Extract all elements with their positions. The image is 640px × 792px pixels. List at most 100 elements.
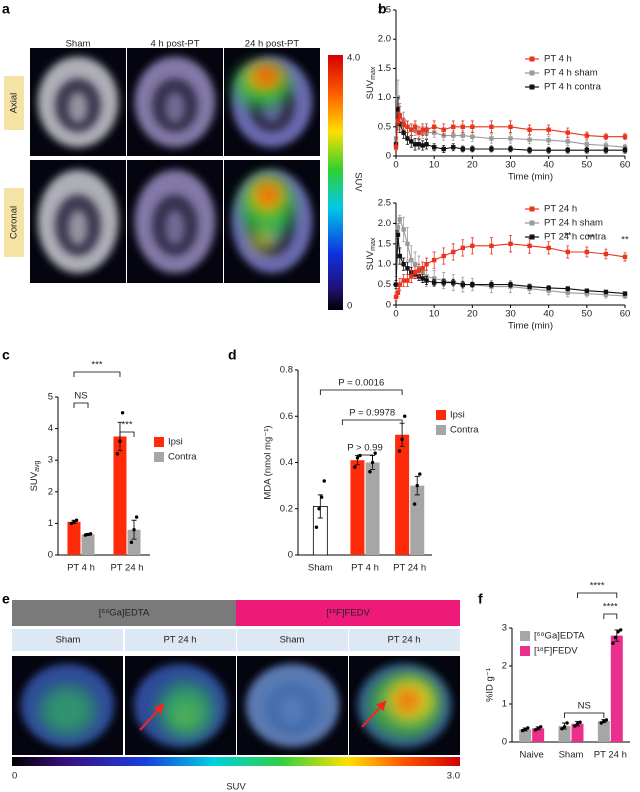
annotation: P = 0.9978 [349, 408, 395, 419]
marker [409, 257, 414, 263]
marker [622, 291, 628, 296]
marker [603, 143, 609, 148]
data-point [533, 728, 538, 732]
marker [395, 225, 401, 230]
legend-label: PT 24 h [544, 204, 577, 215]
marker [405, 241, 410, 246]
marker [431, 145, 437, 150]
legend-marker [529, 84, 535, 90]
brain-image [30, 160, 126, 283]
marker [401, 121, 406, 127]
x-axis-label: Time (min) [508, 321, 553, 332]
marker [565, 286, 570, 291]
data-point [613, 635, 618, 640]
colorbar [12, 757, 460, 766]
data-point [69, 521, 74, 526]
bracket [73, 371, 121, 377]
panel-label: f [478, 591, 483, 607]
y-axis-label: SUVmax [365, 237, 377, 270]
data-point [616, 630, 620, 634]
heat-blob [39, 685, 96, 736]
data-point [599, 721, 603, 725]
colorbar [328, 55, 343, 310]
marker [460, 133, 465, 138]
x-tick-label: 20 [467, 309, 478, 320]
marker [470, 282, 475, 287]
marker [401, 278, 406, 283]
marker [622, 254, 628, 260]
marker [401, 227, 406, 232]
data-point [353, 465, 357, 469]
marker [460, 245, 465, 251]
annotation: *** [91, 360, 102, 371]
marker [405, 266, 410, 271]
legend-swatch [154, 452, 164, 462]
arrow [139, 703, 165, 731]
marker [508, 282, 513, 287]
marker [508, 136, 513, 141]
legend-swatch [520, 646, 530, 656]
marker [420, 127, 425, 132]
marker [431, 276, 437, 281]
marker [489, 136, 494, 141]
marker [420, 266, 425, 271]
data-point [132, 528, 136, 532]
tracer-label: [⁶⁸Ga]EDTA [99, 608, 150, 619]
colorbar-min: 0 [347, 301, 352, 312]
column-header: Sham [56, 635, 81, 646]
x-tick-label: PT 4 h [67, 563, 95, 574]
brain-image [12, 656, 123, 755]
marker [395, 232, 401, 238]
data-point [619, 628, 623, 632]
x-tick-label: 30 [505, 160, 516, 171]
marker [546, 285, 551, 291]
bar [127, 529, 141, 555]
marker [451, 145, 456, 150]
data-point [403, 414, 407, 418]
column-header: Sham [66, 39, 91, 50]
marker [405, 278, 410, 283]
column-header: PT 24 h [163, 635, 196, 646]
marker [584, 291, 590, 296]
marker [420, 143, 425, 148]
x-tick-label: PT 24 h [594, 750, 627, 761]
y-tick-label: 2 [502, 661, 507, 672]
legend-label: [¹⁸F]FEDV [534, 646, 578, 657]
annotation: P = 0.0016 [338, 378, 384, 389]
marker [565, 249, 570, 255]
x-tick-label: 50 [582, 160, 593, 171]
marker [409, 274, 414, 279]
colorbar-max: 3.0 [447, 771, 460, 782]
annotation: **** [603, 602, 618, 613]
marker [397, 217, 403, 222]
data-point [115, 452, 120, 456]
data-point [565, 721, 569, 725]
marker [409, 127, 414, 132]
marker [401, 130, 406, 135]
marker [441, 280, 446, 285]
marker [424, 262, 429, 267]
y-tick-label: 1.5 [378, 63, 391, 74]
bar [113, 436, 127, 555]
data-point [322, 479, 326, 483]
data-point [575, 722, 580, 726]
bar [350, 460, 365, 555]
marker [527, 127, 532, 132]
column-header-box [349, 629, 460, 651]
marker [424, 127, 429, 132]
bar [610, 635, 623, 742]
data-point [314, 525, 319, 529]
bar [597, 721, 610, 742]
annotation: **** [590, 581, 605, 592]
data-point [83, 533, 88, 537]
marker [393, 282, 399, 287]
bracket [341, 419, 403, 425]
y-axis-label: %ID g⁻¹ [485, 668, 496, 702]
x-tick-label: Sham [559, 750, 584, 761]
panel-label: e [2, 591, 10, 607]
marker [546, 147, 551, 153]
y-tick-label: 0.6 [280, 411, 293, 422]
y-tick-label: 5 [48, 392, 53, 403]
y-tick-label: 1 [502, 699, 507, 710]
legend-label: Ipsi [450, 410, 465, 421]
